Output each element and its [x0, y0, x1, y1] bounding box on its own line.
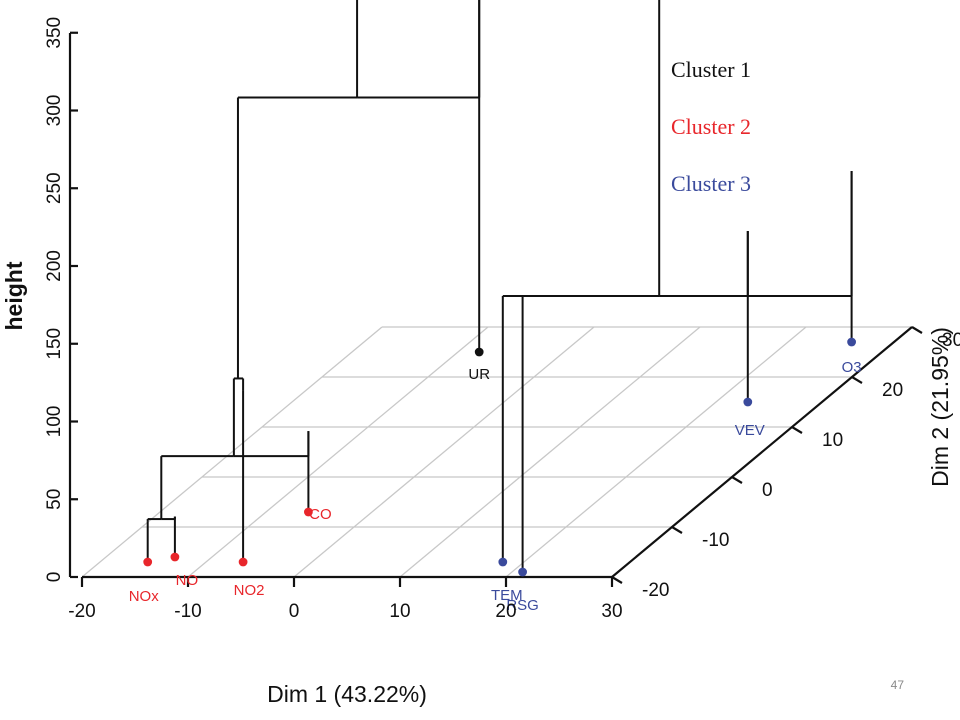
y-axis-line	[611, 326, 913, 578]
legend: Cluster 1 Cluster 2 Cluster 3	[671, 57, 751, 196]
grid-line	[187, 326, 489, 578]
y-tick-mark	[671, 526, 683, 534]
data-point	[847, 337, 856, 347]
data-point	[743, 397, 753, 407]
data-point	[304, 507, 313, 517]
x-axis-title: Dim 1 (43.22%)	[267, 681, 427, 707]
z-tick-label: 50	[44, 489, 65, 510]
data-point	[474, 347, 484, 357]
z-tick-label: 100	[44, 406, 65, 438]
y-tick-mark	[911, 326, 923, 334]
x-tick-label: 20	[495, 601, 516, 622]
z-tick-label: 0	[44, 572, 65, 583]
z-tick-label: 300	[44, 95, 65, 127]
z-tick-label: 250	[44, 172, 65, 204]
point-label: NOx	[129, 588, 160, 605]
x-tick-label: 0	[289, 601, 300, 622]
point-label: RSG	[506, 597, 539, 614]
point-label: O3	[842, 359, 862, 376]
point-label: CO	[309, 506, 332, 523]
y-tick-mark	[791, 426, 803, 434]
point-label: NO2	[234, 582, 265, 599]
y-tick-mark	[851, 376, 863, 384]
tick-labels: -20 -10 0 10 20 30-20-10010203005010015020025…	[44, 17, 960, 622]
z-tick-label: 150	[44, 328, 65, 360]
data-point	[170, 552, 180, 562]
y-axis-title: Dim 2 (21.95%)	[927, 327, 953, 487]
data-point	[518, 567, 527, 577]
point-label: TEM	[491, 587, 523, 604]
y-tick-label: 10	[822, 430, 843, 451]
axes	[68, 31, 923, 587]
grid-line	[81, 326, 383, 578]
y-tick-label: 0	[762, 480, 773, 501]
dendrogram	[146, 0, 853, 572]
x-tick-label: 10	[389, 601, 410, 622]
z-tick-label: 350	[44, 17, 65, 49]
grid-line	[505, 326, 807, 578]
data-point	[143, 557, 153, 567]
legend-entry: Cluster 2	[671, 114, 751, 139]
grid-line	[399, 326, 701, 578]
page-number: 47	[890, 678, 904, 692]
x-tick-label: -20	[68, 601, 95, 622]
y-tick-label: -20	[642, 580, 669, 601]
point-label: UR	[468, 366, 490, 383]
x-tick-label: 30	[601, 601, 622, 622]
point-label: VEV	[735, 422, 765, 439]
floor-grid	[81, 326, 913, 578]
y-tick-label: 20	[882, 380, 903, 401]
y-tick-mark	[611, 576, 623, 584]
legend-entry: Cluster 1	[671, 57, 751, 82]
z-axis-title: height	[1, 261, 27, 330]
legend-entry: Cluster 3	[671, 171, 751, 196]
point-label: NO	[176, 572, 199, 589]
y-tick-label: -10	[702, 530, 729, 551]
y-tick-label: 30	[942, 330, 960, 351]
y-tick-mark	[731, 476, 743, 484]
data-points	[143, 337, 856, 577]
grid-line	[293, 326, 595, 578]
x-tick-label: -10	[174, 601, 201, 622]
z-tick-label: 200	[44, 250, 65, 282]
data-point	[238, 557, 248, 567]
data-point	[498, 557, 508, 567]
